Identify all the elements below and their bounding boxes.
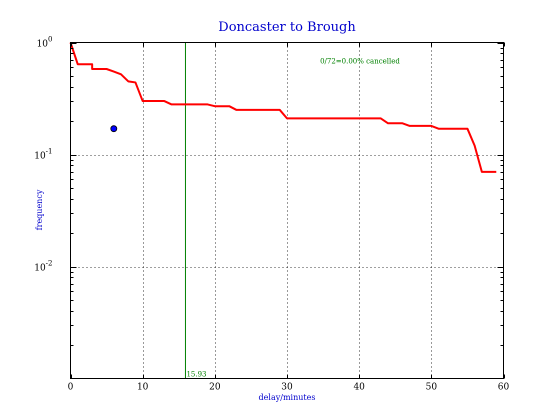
- cancelled-annotation: 0/72=0.00% cancelled: [320, 57, 400, 65]
- x-tick-label: 0: [68, 383, 74, 393]
- x-tick-label: 10: [137, 383, 149, 393]
- tick-labels: 0 10 20 30 40 50 60 100 10-1 10-2: [34, 36, 509, 393]
- series-layer: [69, 42, 497, 173]
- grid-lines: [70, 42, 504, 379]
- x-tick-label: 50: [426, 383, 438, 393]
- x-tick-label: 20: [209, 383, 221, 393]
- chart-title: Doncaster to Brough: [218, 20, 356, 35]
- vertical-marker-label: 15.93: [186, 371, 206, 379]
- y-axis-label: frequency: [35, 189, 44, 230]
- point-layer: [110, 125, 118, 133]
- x-tick-label: 60: [498, 383, 510, 393]
- x-tick-label: 30: [281, 383, 293, 393]
- x-tick-label: 40: [353, 383, 365, 393]
- data-point: [110, 125, 118, 133]
- series-line: [69, 42, 497, 173]
- x-axis-label: delay/minutes: [259, 393, 316, 402]
- y-tick-label: 100: [37, 36, 53, 50]
- y-tick-label: 10-1: [34, 148, 52, 162]
- ticks: [70, 42, 505, 379]
- y-tick-label: 10-2: [34, 260, 52, 274]
